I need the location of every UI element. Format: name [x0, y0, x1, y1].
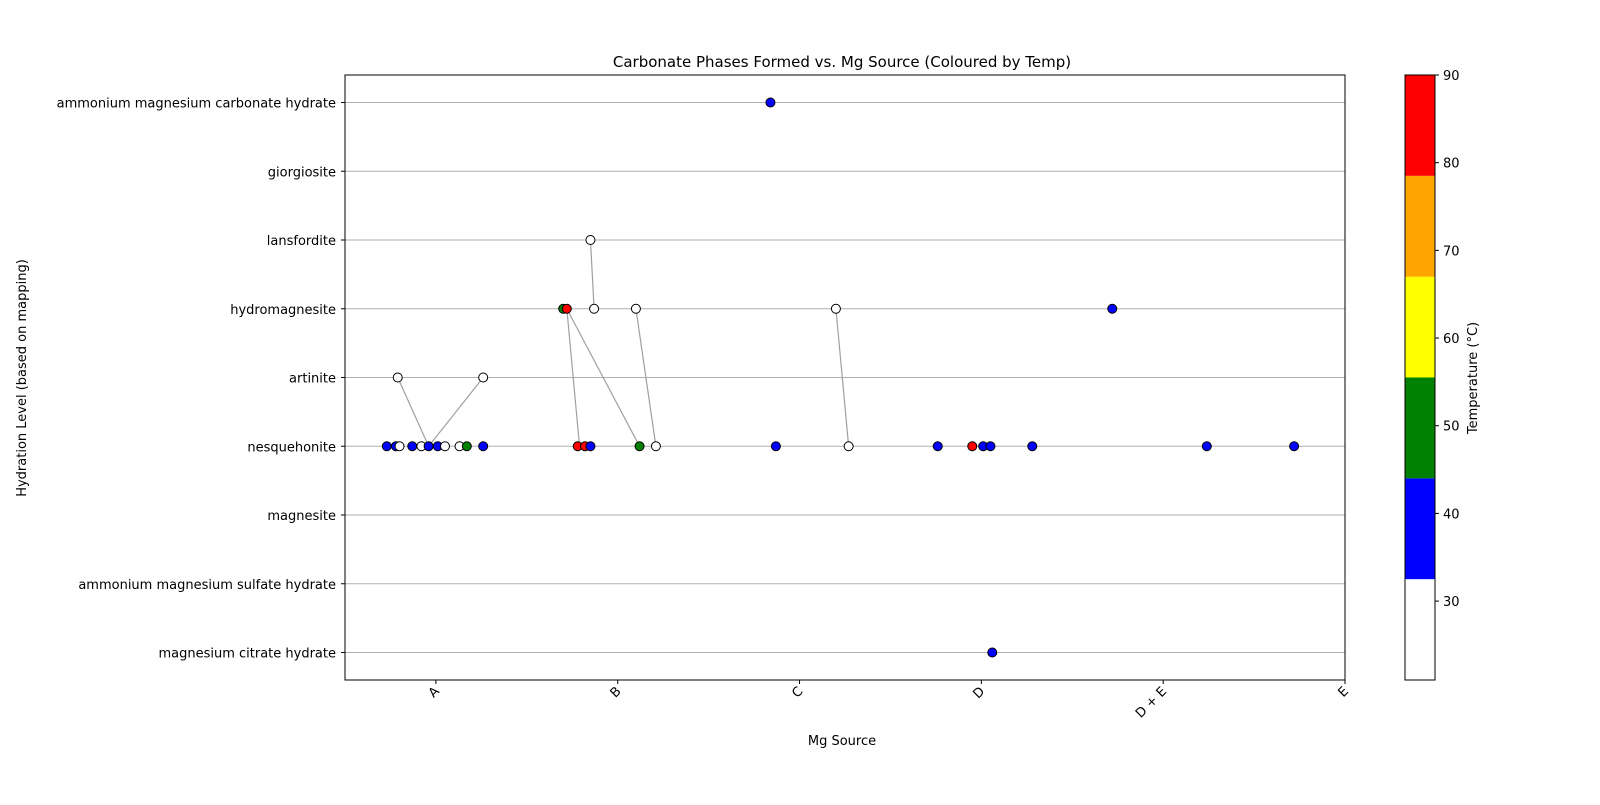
x-axis: A B C D D + E E	[426, 680, 1352, 721]
y-tick-label: ammonium magnesium carbonate hydrate	[57, 97, 336, 112]
colorbar-band	[1405, 377, 1435, 479]
data-point	[770, 441, 781, 452]
data-point	[1107, 303, 1118, 314]
data-point	[478, 441, 489, 452]
x-tick-label: B	[608, 684, 625, 701]
data-point	[987, 647, 998, 658]
colorbar-tick-label: 90	[1443, 69, 1460, 84]
data-point	[394, 441, 405, 452]
data-point	[843, 441, 854, 452]
y-tick-label: lansfordite	[267, 234, 336, 249]
data-point	[392, 372, 403, 383]
colorbar-tick-label: 50	[1443, 420, 1460, 435]
connector-layer	[397, 239, 850, 447]
point-layer	[381, 97, 1300, 658]
data-point	[585, 441, 596, 452]
colorbar-tick-label: 60	[1443, 332, 1460, 347]
data-point	[440, 441, 450, 452]
data-point	[830, 303, 841, 314]
data-point	[985, 441, 996, 452]
data-point	[381, 441, 392, 452]
colorbar-label: Temperature (°C)	[1466, 322, 1481, 435]
y-axis: magnesium citrate hydrate ammonium magnes…	[57, 97, 345, 662]
y-tick-label: nesquehonite	[247, 440, 336, 455]
x-tick-label: A	[426, 684, 443, 701]
data-point	[589, 303, 600, 314]
colorbar-frame	[1404, 74, 1436, 681]
connector-line	[589, 239, 595, 309]
colorbar-band	[1405, 478, 1435, 580]
data-point	[423, 441, 434, 452]
colorbar-band	[1405, 579, 1435, 680]
y-tick-label: artinite	[289, 372, 336, 387]
data-point	[585, 235, 596, 245]
x-tick-label: C	[789, 684, 806, 701]
connector-line	[835, 308, 850, 447]
y-tick-label: giorgiosite	[268, 165, 336, 180]
data-point	[967, 441, 978, 452]
x-axis-label: Mg Source	[808, 734, 876, 749]
connector-line	[428, 377, 484, 447]
y-tick-label: magnesium citrate hydrate	[158, 647, 336, 662]
data-point	[461, 441, 472, 452]
y-tick-label: magnesite	[267, 509, 336, 524]
colorbar-tick-label: 70	[1443, 244, 1460, 259]
data-point	[1027, 441, 1038, 452]
colorbar-band	[1405, 276, 1435, 378]
colorbar-band	[1405, 175, 1435, 277]
chart-title: Carbonate Phases Formed vs. Mg Source (C…	[613, 53, 1071, 71]
data-point	[634, 441, 645, 452]
data-point	[1201, 441, 1212, 452]
y-axis-label: Hydration Level (based on mapping)	[15, 259, 30, 497]
x-tick-label: D	[971, 684, 989, 702]
grid-layer	[345, 102, 1345, 653]
data-point	[407, 441, 418, 452]
colorbar-tick-label: 30	[1443, 595, 1460, 610]
connector-line	[566, 308, 641, 447]
x-tick-label: E	[1335, 684, 1351, 700]
colorbar-tick-label: 40	[1443, 507, 1460, 522]
y-tick-label: ammonium magnesium sulfate hydrate	[78, 578, 336, 593]
connector-line	[566, 308, 581, 447]
colorbar: 30 40 50 60 70 80 90	[1404, 69, 1460, 681]
data-point	[765, 97, 776, 108]
colorbar-tick-label: 80	[1443, 157, 1460, 172]
connector-line	[397, 377, 430, 447]
connector-line	[635, 308, 657, 447]
colorbar-band	[1405, 75, 1435, 176]
y-tick-label: hydromagnesite	[230, 303, 336, 318]
data-point	[650, 441, 661, 452]
data-point	[630, 303, 641, 314]
data-point	[478, 372, 489, 383]
data-point	[561, 303, 572, 314]
x-tick-label: D + E	[1133, 684, 1170, 721]
data-point	[1289, 441, 1300, 452]
data-point	[932, 441, 943, 452]
